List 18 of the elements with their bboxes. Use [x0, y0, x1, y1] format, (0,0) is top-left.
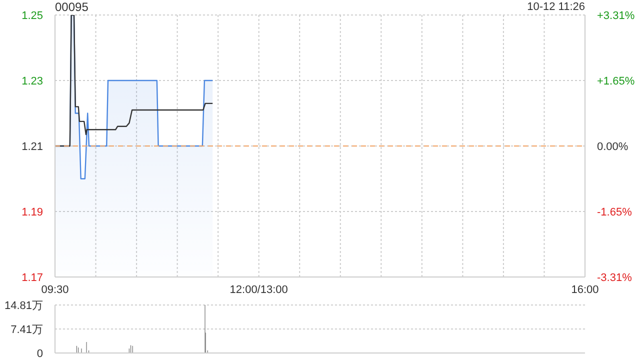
- y-tick-label: 1.21: [22, 141, 43, 153]
- y2-tick-label: -1.65%: [597, 206, 632, 218]
- y-tick-label: 1.19: [22, 206, 43, 218]
- y-tick-label: 0: [36, 348, 43, 360]
- y-tick-label: 1.23: [22, 76, 43, 88]
- y2-tick-label: 0.00%: [597, 141, 628, 153]
- x-tick-label: 09:30: [41, 284, 69, 296]
- y-tick-label: 7.41万: [10, 324, 43, 336]
- y2-tick-label: -3.31%: [597, 272, 632, 284]
- y-tick-label: 1.25: [22, 10, 43, 22]
- chart-title: 00095: [55, 0, 88, 14]
- text: 10-12 11:26: [527, 0, 585, 14]
- y-tick-label: 14.81万: [4, 300, 43, 312]
- x-tick-label: 16:00: [571, 284, 599, 296]
- x-tick-label: 12:00/13:00: [230, 284, 288, 296]
- y2-tick-label: +1.65%: [597, 76, 635, 88]
- y2-tick-label: +3.31%: [597, 10, 635, 22]
- y-tick-label: 1.17: [22, 272, 43, 284]
